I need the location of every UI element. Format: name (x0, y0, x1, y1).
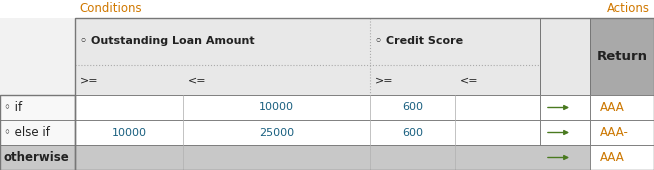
Bar (75, 120, 540, 145)
Bar (0, 120, 75, 145)
Text: 10000: 10000 (111, 128, 146, 138)
Bar (0, 95, 75, 120)
Text: Conditions: Conditions (79, 3, 142, 15)
Text: ◦ Outstanding Loan Amount: ◦ Outstanding Loan Amount (80, 37, 254, 47)
Bar (590, 18, 654, 95)
Bar (0, 145, 654, 170)
Bar (75, 95, 540, 120)
Text: >=: >= (375, 75, 394, 85)
Bar (0, 0, 654, 18)
Text: 10000: 10000 (259, 103, 294, 113)
Text: Actions: Actions (607, 3, 650, 15)
Bar (590, 145, 654, 170)
Text: 600: 600 (402, 103, 423, 113)
Bar (0, 18, 75, 95)
Bar (540, 95, 590, 120)
Text: Return: Return (596, 50, 647, 63)
Bar (0, 95, 75, 170)
Text: 25000: 25000 (259, 128, 294, 138)
Text: AAA: AAA (600, 101, 625, 114)
Bar (540, 120, 590, 145)
Bar (75, 18, 654, 170)
Text: otherwise: otherwise (4, 151, 70, 164)
Text: ◦ Credit Score: ◦ Credit Score (375, 37, 463, 47)
Bar (75, 18, 540, 95)
Bar (590, 120, 654, 145)
Text: 600: 600 (402, 128, 423, 138)
Bar (540, 18, 590, 95)
Text: >=: >= (80, 75, 99, 85)
Text: <=: <= (460, 75, 479, 85)
Text: ◦ else if: ◦ else if (4, 126, 50, 139)
Text: <=: <= (188, 75, 207, 85)
Text: AAA-: AAA- (600, 126, 629, 139)
Bar (590, 95, 654, 120)
Text: ◦ if: ◦ if (4, 101, 22, 114)
Text: AAA: AAA (600, 151, 625, 164)
